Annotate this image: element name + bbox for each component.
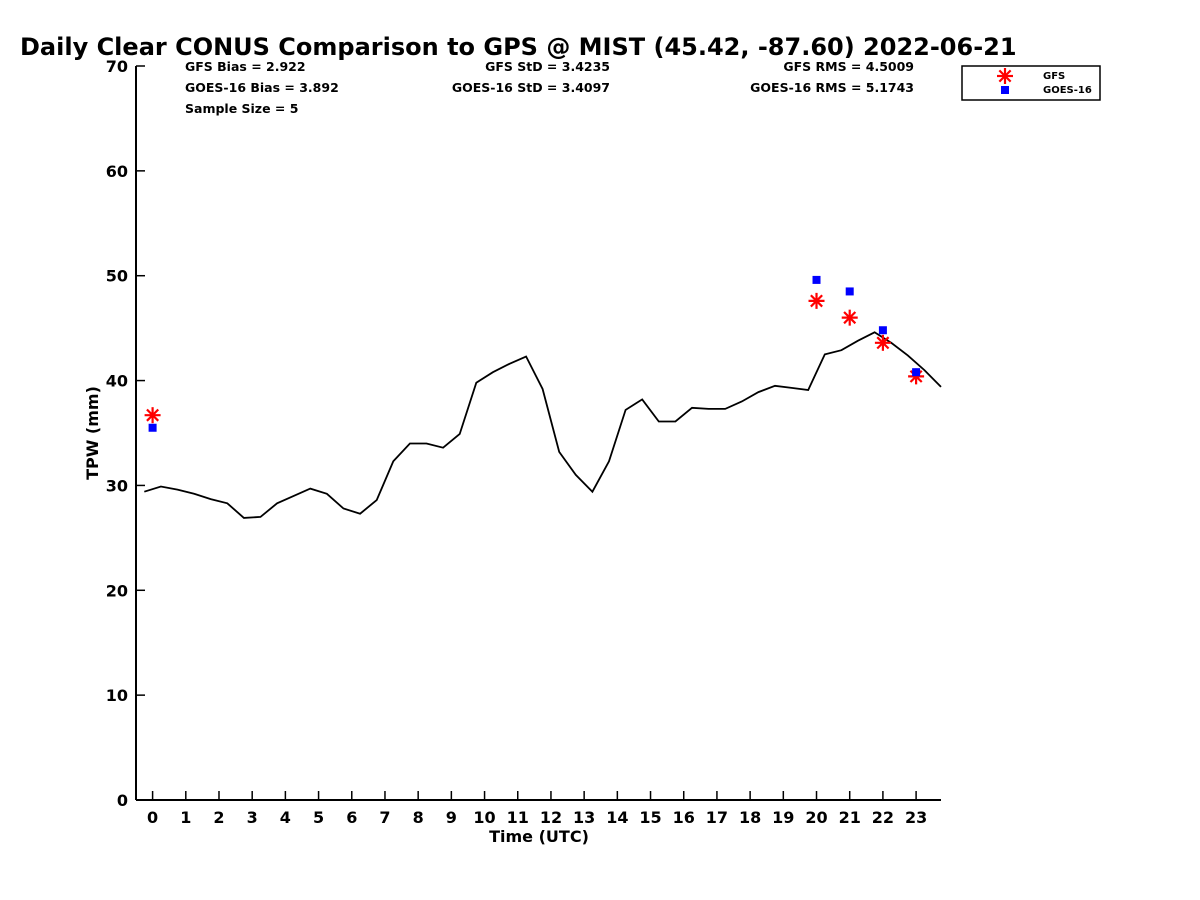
x-tick-label: 23: [905, 808, 927, 827]
legend-goes-label: GOES-16: [1043, 85, 1092, 96]
x-tick-label: 21: [839, 808, 861, 827]
legend-goes-square-icon: [1001, 86, 1009, 94]
y-axis-label: TPW (mm): [83, 386, 102, 480]
goes-rms-text: GOES-16 RMS = 5.1743: [750, 80, 914, 95]
legend-box: [961, 65, 1101, 101]
x-axis-label: Time (UTC): [489, 827, 589, 846]
goes-std-text: GOES-16 StD = 3.4097: [452, 80, 610, 95]
goes-bias-text: GOES-16 Bias = 3.892: [185, 80, 339, 95]
x-tick-label: 4: [280, 808, 291, 827]
y-tick-label: 50: [106, 267, 128, 286]
x-tick-label: 5: [313, 808, 324, 827]
x-tick-label: 15: [639, 808, 661, 827]
gfs-point: [874, 334, 891, 351]
gfs-point: [808, 292, 825, 309]
x-tick-label: 6: [346, 808, 357, 827]
plot-area: [144, 275, 942, 519]
goes16-point: [148, 423, 157, 432]
x-tick-label: 11: [507, 808, 529, 827]
x-tick-label: 14: [606, 808, 628, 827]
goes16-point: [912, 368, 921, 377]
y-tick-label: 0: [117, 791, 128, 810]
y-tick-label: 60: [106, 162, 128, 181]
y-tick-label: 70: [106, 57, 128, 76]
x-tick-label: 22: [872, 808, 894, 827]
y-tick-label: 40: [106, 372, 128, 391]
x-tick-label: 1: [180, 808, 191, 827]
goes16-point: [812, 275, 821, 284]
x-tick-label: 12: [540, 808, 562, 827]
x-tick-label: 8: [413, 808, 424, 827]
legend-gfs-label: GFS: [1043, 71, 1065, 82]
x-tick-label: 0: [147, 808, 158, 827]
x-tick-label: 9: [446, 808, 457, 827]
x-tick-label: 19: [772, 808, 794, 827]
gfs-std-text: GFS StD = 3.4235: [485, 59, 610, 74]
x-tick-label: 13: [573, 808, 595, 827]
gfs-bias-text: GFS Bias = 2.922: [185, 59, 306, 74]
x-tick-label: 2: [213, 808, 224, 827]
x-tick-label: 7: [379, 808, 390, 827]
sample-size-text: Sample Size = 5: [185, 101, 298, 116]
plot-axes: [135, 66, 941, 801]
legend-gfs-star-icon: [997, 68, 1013, 84]
legend-gfs-star: [997, 68, 1013, 84]
gfs-point: [144, 407, 161, 424]
gps-tpw-line: [144, 331, 942, 519]
x-tick-label: 10: [473, 808, 495, 827]
x-tick-label: 18: [739, 808, 761, 827]
y-tick-label: 10: [106, 686, 128, 705]
gfs-rms-text: GFS RMS = 4.5009: [783, 59, 914, 74]
gfs-point: [841, 309, 858, 326]
x-tick-label: 17: [706, 808, 728, 827]
chart-title: Daily Clear CONUS Comparison to GPS @ MI…: [20, 33, 1017, 61]
x-tick-label: 3: [247, 808, 258, 827]
goes16-point: [878, 326, 887, 335]
x-tick-label: 20: [805, 808, 827, 827]
y-tick-label: 20: [106, 581, 128, 600]
legend: GFS GOES-16: [961, 65, 1101, 101]
x-tick-label: 16: [673, 808, 695, 827]
axis-ticks: 0 1 2 3 4 5 6 7 8 9 10 11 12 13 14 15 16 17 18 19 20 21 22 2301…: [106, 57, 928, 827]
y-tick-label: 30: [106, 476, 128, 495]
goes16-point: [845, 287, 854, 296]
